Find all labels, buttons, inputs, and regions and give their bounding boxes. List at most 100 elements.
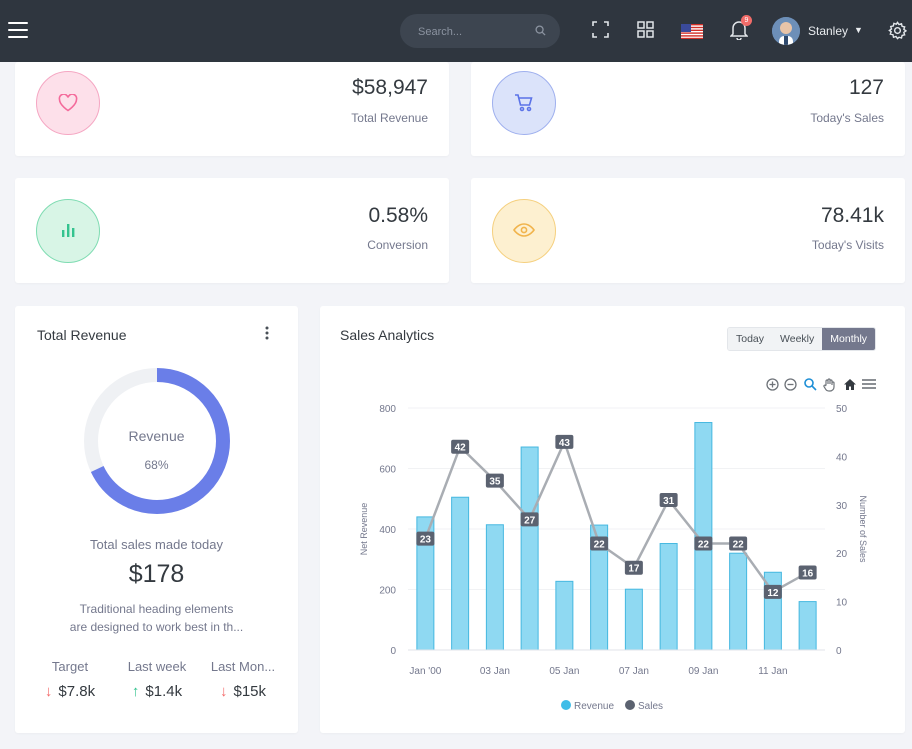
sales-line [424,438,809,594]
sales-value: $178 [128,560,185,588]
y-right-tick-label: 0 [836,646,842,657]
tab-today[interactable]: Today [728,328,773,350]
legend-revenue-marker [561,700,571,710]
stat-card-todays-sales: 127 Today's Sales [471,62,905,156]
revenue-bar [520,446,539,651]
y-left-tick-label: 400 [379,525,396,536]
kpi-label: Last week [127,659,187,674]
revenue-bar [659,543,678,651]
arrow-down-icon: ↓ [44,683,53,700]
stat-value: 78.41k [820,204,884,227]
sales-data-label: 22 [594,540,606,551]
pan-hand-icon[interactable] [823,378,836,392]
sales-data-label-bg [590,536,609,551]
y-left-tick-label: 800 [379,404,396,415]
legend-sales-marker [625,700,635,710]
revenue-bar [798,601,817,651]
stat-card-conversion: 0.58% Conversion [15,178,449,283]
stat-label: Today's Visits [811,238,884,252]
x-tick-label: 09 Jan [688,666,718,677]
search-box[interactable] [400,14,560,48]
description-line-2: are designed to work best in th... [69,620,244,634]
sales-data-label-bg [798,565,817,580]
donut-percent: 68% [144,458,169,472]
sales-data-label-bg [485,473,504,488]
search-input[interactable] [416,23,530,41]
apps-grid-icon[interactable] [637,21,654,38]
search-icon[interactable] [535,25,546,36]
zoom-in-icon[interactable] [766,378,779,391]
revenue-bar [729,552,748,651]
sales-label: Total sales made today [90,537,223,552]
chevron-down-icon[interactable]: ▼ [854,25,863,35]
sales-data-label: 12 [767,588,779,599]
y-left-tick-label: 0 [390,646,396,657]
card-title: Sales Analytics [340,327,435,343]
sales-data-label: 43 [559,438,571,449]
sales-data-label: 17 [628,564,640,575]
y-right-axis-title: Number of Sales [858,495,868,563]
arrow-up-icon: ↑ [131,683,140,700]
cart-icon-circle [492,71,556,135]
eye-icon [513,223,535,237]
period-toggle: Today Weekly Monthly [727,327,877,351]
sales-data-label-bg [451,439,470,454]
sales-data-label-bg [416,531,435,546]
more-options-icon[interactable] [265,326,269,340]
bar-chart-icon-circle [36,199,100,263]
revenue-bar [485,524,504,651]
total-revenue-card: Total Revenue Revenue 68% Total sales ma… [15,306,298,733]
y-left-axis-title: Net Revenue [359,503,369,556]
cart-icon [515,94,533,112]
donut-revenue-arc [84,368,230,514]
sales-data-label: 42 [455,443,467,454]
revenue-bar [451,496,470,651]
legend-sales-label: Sales [638,701,663,712]
heart-icon-circle [36,71,100,135]
menu-toggle-icon[interactable] [8,22,28,38]
kpi-last-month: Last Mon... ↓ $15k [199,659,287,700]
top-bar: 9 Stanley ▼ [0,0,912,62]
fullscreen-icon[interactable] [592,21,609,38]
x-tick-label: 11 Jan [758,666,787,677]
zoom-out-icon[interactable] [784,378,797,391]
eye-icon-circle [492,199,556,263]
y-right-tick-label: 10 [836,598,848,609]
gear-icon[interactable] [888,21,907,40]
kpi-value: $15k [233,683,267,700]
magnifier-icon[interactable] [804,378,817,391]
sales-analytics-chart: 0 200 400 600 800 0 10 20 30 40 50 Net Revenue Numbe… [359,404,868,712]
arrow-down-icon: ↓ [219,683,228,700]
sales-data-label-bg [729,536,748,551]
kpi-last-week: Last week ↑ $1.4k [112,659,202,700]
kpi-value: $7.8k [58,683,96,700]
stat-card-total-revenue: $58,947 Total Revenue [15,62,449,156]
card-title: Total Revenue [37,327,127,343]
user-name[interactable]: Stanley [808,24,849,38]
sales-data-label-bg [555,434,574,449]
user-avatar[interactable] [772,17,800,45]
x-tick-label: 03 Jan [480,666,510,677]
chart-menu-icon[interactable] [862,378,876,390]
revenue-bar [624,588,643,651]
sales-data-label: 23 [420,535,432,546]
sales-data-label-bg [659,492,678,507]
stat-card-todays-visits: 78.41k Today's Visits [471,178,905,283]
us-flag-icon[interactable] [681,24,703,39]
stat-label: Conversion [367,238,428,252]
tab-monthly[interactable]: Monthly [822,328,876,350]
x-tick-label: 07 Jan [619,666,649,677]
y-left-tick-label: 600 [379,465,396,476]
sales-data-label: 35 [489,477,501,488]
tab-weekly[interactable]: Weekly [772,328,823,350]
revenue-bar [555,580,574,651]
home-reset-icon[interactable] [843,378,857,391]
kpi-value: $1.4k [145,683,183,700]
kpi-label: Last Mon... [210,659,276,674]
sales-data-label-bg [520,512,539,527]
stat-value: $58,947 [352,76,428,99]
sales-data-label: 27 [524,515,536,526]
sales-data-label-bg [763,584,782,599]
description-line-1: Traditional heading elements [79,602,234,616]
stat-value: 0.58% [368,204,428,227]
